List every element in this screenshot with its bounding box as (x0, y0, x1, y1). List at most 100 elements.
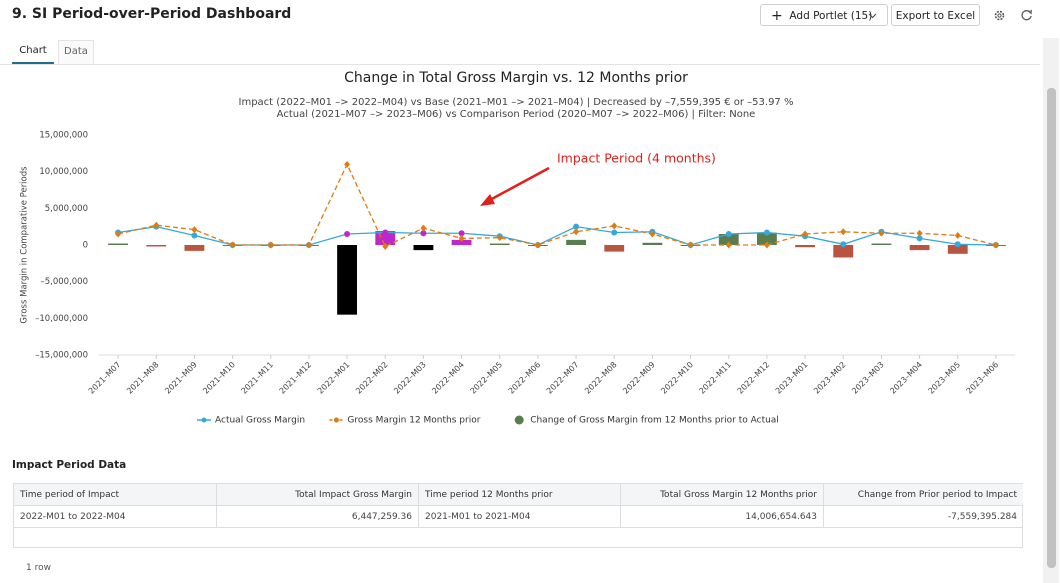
marker (916, 235, 923, 242)
column-header[interactable]: Total Impact Gross Margin (216, 484, 419, 506)
legend-swatch (201, 417, 207, 423)
chart-subtitle: Actual (2021–M07 –> 2023–M06) vs Compari… (277, 109, 756, 120)
bar (871, 243, 892, 245)
x-tick-label: 2023–M05 (926, 360, 962, 396)
marker (420, 224, 427, 232)
cell: 2021-M01 to 2021-M04 (418, 505, 621, 528)
marker (153, 221, 160, 229)
marker (802, 230, 809, 238)
scrollbar-thumb[interactable] (1047, 88, 1056, 568)
legend-swatch (333, 417, 339, 423)
y-axis-label: Gross Margin in Comparative Periods (20, 166, 30, 324)
marker (344, 160, 351, 168)
table: Time period of Impact Total Impact Gross… (14, 484, 1023, 528)
bar (413, 245, 434, 251)
line (117, 162, 997, 248)
x-tick-label: 2022–M11 (697, 360, 733, 396)
row-count: 1 row (26, 563, 51, 573)
legend-swatch (514, 415, 524, 425)
x-tick-label: 2023–M06 (965, 360, 1001, 396)
y-tick-label: 0 (83, 241, 88, 251)
chart-subtitle: Impact (2022–M01 –> 2022–M04) vs Base (2… (239, 97, 794, 108)
tab-chart[interactable]: Chart (12, 40, 54, 64)
marker (878, 229, 885, 237)
marker (954, 231, 961, 239)
add-portlet-button[interactable]: + Add Portlet (15) (760, 4, 888, 26)
bar (566, 239, 587, 245)
marker (382, 229, 389, 236)
x-tick-label: 2022–M12 (736, 360, 772, 396)
line (117, 225, 996, 246)
marker (229, 241, 236, 249)
marker (191, 226, 198, 234)
cell: 6,447,259.36 (216, 505, 419, 528)
bar (909, 245, 930, 251)
y-tick-label: 15,000,000 (39, 131, 88, 141)
scrollbar[interactable] (1043, 38, 1059, 583)
page-title: 9. SI Period-over-Period Dashboard (12, 6, 292, 22)
marker (344, 231, 351, 237)
bar (489, 243, 510, 245)
marker (725, 231, 732, 237)
x-tick-label: 2022–M05 (468, 360, 504, 396)
marker (267, 241, 274, 249)
export-label: Export to Excel (895, 10, 976, 22)
y-tick-label: –15,000,000 (35, 351, 88, 361)
column-header[interactable]: Change from Prior period to Impact (823, 484, 1023, 506)
bar (604, 245, 625, 252)
marker (115, 230, 122, 238)
marker (649, 230, 656, 238)
column-header[interactable]: Time period 12 Months prior (418, 484, 621, 506)
tab-divider (0, 64, 1040, 65)
annotation: Impact Period (4 months) (557, 151, 716, 166)
x-tick-label: 2022–M01 (316, 360, 352, 396)
marker (496, 234, 503, 242)
export-button[interactable]: Export to Excel (891, 4, 980, 26)
marker (305, 241, 312, 249)
x-tick-label: 2023–M01 (774, 360, 810, 396)
bar (642, 242, 663, 245)
bar (337, 245, 358, 315)
marker (458, 234, 465, 242)
bar (146, 245, 167, 247)
cell: 14,006,654.643 (620, 505, 824, 528)
marker (916, 229, 923, 237)
marker (573, 228, 580, 236)
x-tick-label: 2022–M08 (583, 360, 619, 396)
cell: 2022-M01 to 2022-M04 (14, 505, 217, 528)
table-title: Impact Period Data (12, 459, 127, 471)
annotation-arrow (487, 166, 550, 203)
x-tick-label: 2021–M10 (201, 360, 237, 396)
x-tick-label: 2021–M12 (278, 360, 314, 396)
y-tick-label: 5,000,000 (45, 204, 88, 214)
marker (458, 230, 465, 237)
x-tick-label: 2021–M09 (163, 360, 199, 396)
chevron (868, 13, 877, 19)
marker (573, 223, 580, 230)
x-tick-label: 2021–M08 (125, 360, 161, 396)
x-tick-label: 2023–M02 (812, 360, 848, 396)
marker (534, 241, 541, 249)
x-tick-label: 2022–M07 (545, 360, 581, 396)
x-tick-label: 2023–M03 (850, 360, 886, 396)
settings-icon[interactable] (993, 9, 1006, 22)
bar (718, 234, 739, 245)
marker (840, 228, 847, 236)
bar (947, 245, 968, 254)
marker (763, 229, 770, 236)
table-box: Time period of Impact Total Impact Gross… (13, 483, 1023, 548)
x-tick-label: 2022–M02 (354, 360, 390, 396)
marker (420, 230, 427, 237)
legend-label: Actual Gross Margin (215, 416, 305, 426)
column-header[interactable]: Time period of Impact (14, 484, 217, 506)
column-header[interactable]: Total Gross Margin 12 Months prior (620, 484, 824, 506)
tab-data[interactable]: Data (58, 40, 94, 64)
legend-label: Gross Margin 12 Months prior (347, 416, 480, 426)
legend-label: Change of Gross Margin from 12 Months pr… (530, 416, 779, 426)
y-tick-label: –5,000,000 (40, 277, 88, 287)
bar (108, 243, 129, 245)
refresh-icon[interactable] (1020, 9, 1033, 22)
x-tick-label: 2022–M04 (430, 360, 466, 396)
x-tick-label: 2022–M06 (507, 360, 543, 396)
